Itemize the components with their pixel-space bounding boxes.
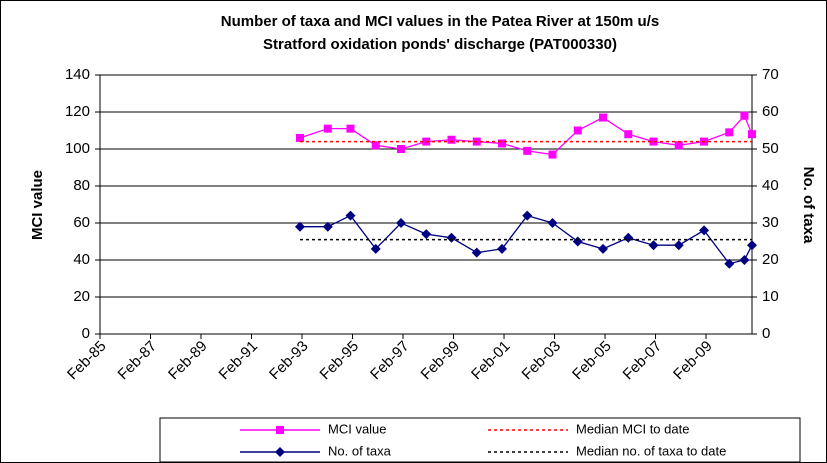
chart-title: Stratford oxidation ponds' discharge (PA…	[263, 36, 617, 53]
marker	[598, 243, 609, 254]
marker	[371, 141, 380, 150]
y2-tick-label: 60	[762, 103, 779, 120]
marker	[725, 128, 734, 137]
marker	[747, 240, 757, 251]
y-axis-label: MCI value	[29, 170, 46, 240]
y2-tick-label: 10	[762, 288, 779, 305]
y-tick-label: 100	[65, 140, 90, 157]
marker	[471, 247, 482, 258]
y2-tick-label: 70	[762, 66, 779, 83]
marker	[699, 225, 710, 236]
marker	[649, 137, 658, 146]
legend-label: Median no. of taxa to date	[576, 443, 726, 458]
marker	[323, 124, 332, 133]
marker	[497, 243, 508, 254]
y-tick-label: 140	[65, 66, 90, 83]
marker	[648, 240, 659, 251]
marker	[421, 229, 432, 240]
marker	[624, 130, 633, 139]
marker	[295, 133, 304, 142]
marker	[599, 113, 608, 122]
marker	[739, 255, 750, 265]
marker	[547, 218, 558, 228]
marker	[396, 218, 407, 228]
legend-label: No. of taxa	[328, 443, 392, 458]
marker	[370, 243, 381, 254]
y-tick-label: 120	[65, 103, 90, 120]
marker	[322, 221, 333, 232]
legend-label: Median MCI to date	[576, 421, 689, 436]
marker	[276, 426, 284, 434]
marker	[573, 126, 582, 135]
marker	[446, 232, 457, 243]
marker	[674, 141, 683, 150]
marker	[275, 447, 285, 457]
y2-tick-label: 20	[762, 251, 779, 268]
marker	[523, 146, 532, 155]
y-tick-label: 40	[73, 251, 90, 268]
marker	[447, 135, 456, 144]
y-tick-label: 80	[73, 177, 90, 194]
legend-label: MCI value	[328, 421, 387, 436]
marker	[572, 236, 583, 247]
marker	[724, 258, 735, 269]
y-tick-label: 60	[73, 214, 90, 231]
marker	[294, 221, 305, 232]
marker	[522, 210, 533, 221]
series-line	[299, 114, 753, 156]
y-tick-label: 20	[73, 288, 90, 305]
marker	[548, 150, 557, 159]
marker	[498, 139, 507, 148]
legend-box	[159, 417, 801, 463]
y-tick-label: 0	[82, 325, 90, 342]
y2-tick-label: 40	[762, 177, 779, 194]
marker	[346, 124, 355, 133]
chart-title: Number of taxa and MCI values in the Pat…	[221, 13, 659, 30]
series-line	[299, 214, 753, 265]
marker	[397, 145, 406, 153]
marker	[673, 240, 684, 251]
y2-tick-label: 50	[762, 140, 779, 157]
marker	[740, 111, 749, 120]
marker	[345, 210, 356, 221]
y2-tick-label: 30	[762, 214, 779, 231]
marker	[748, 130, 756, 139]
y2-tick-label: 0	[762, 325, 770, 342]
y2-axis-label: No. of taxa	[800, 167, 817, 244]
